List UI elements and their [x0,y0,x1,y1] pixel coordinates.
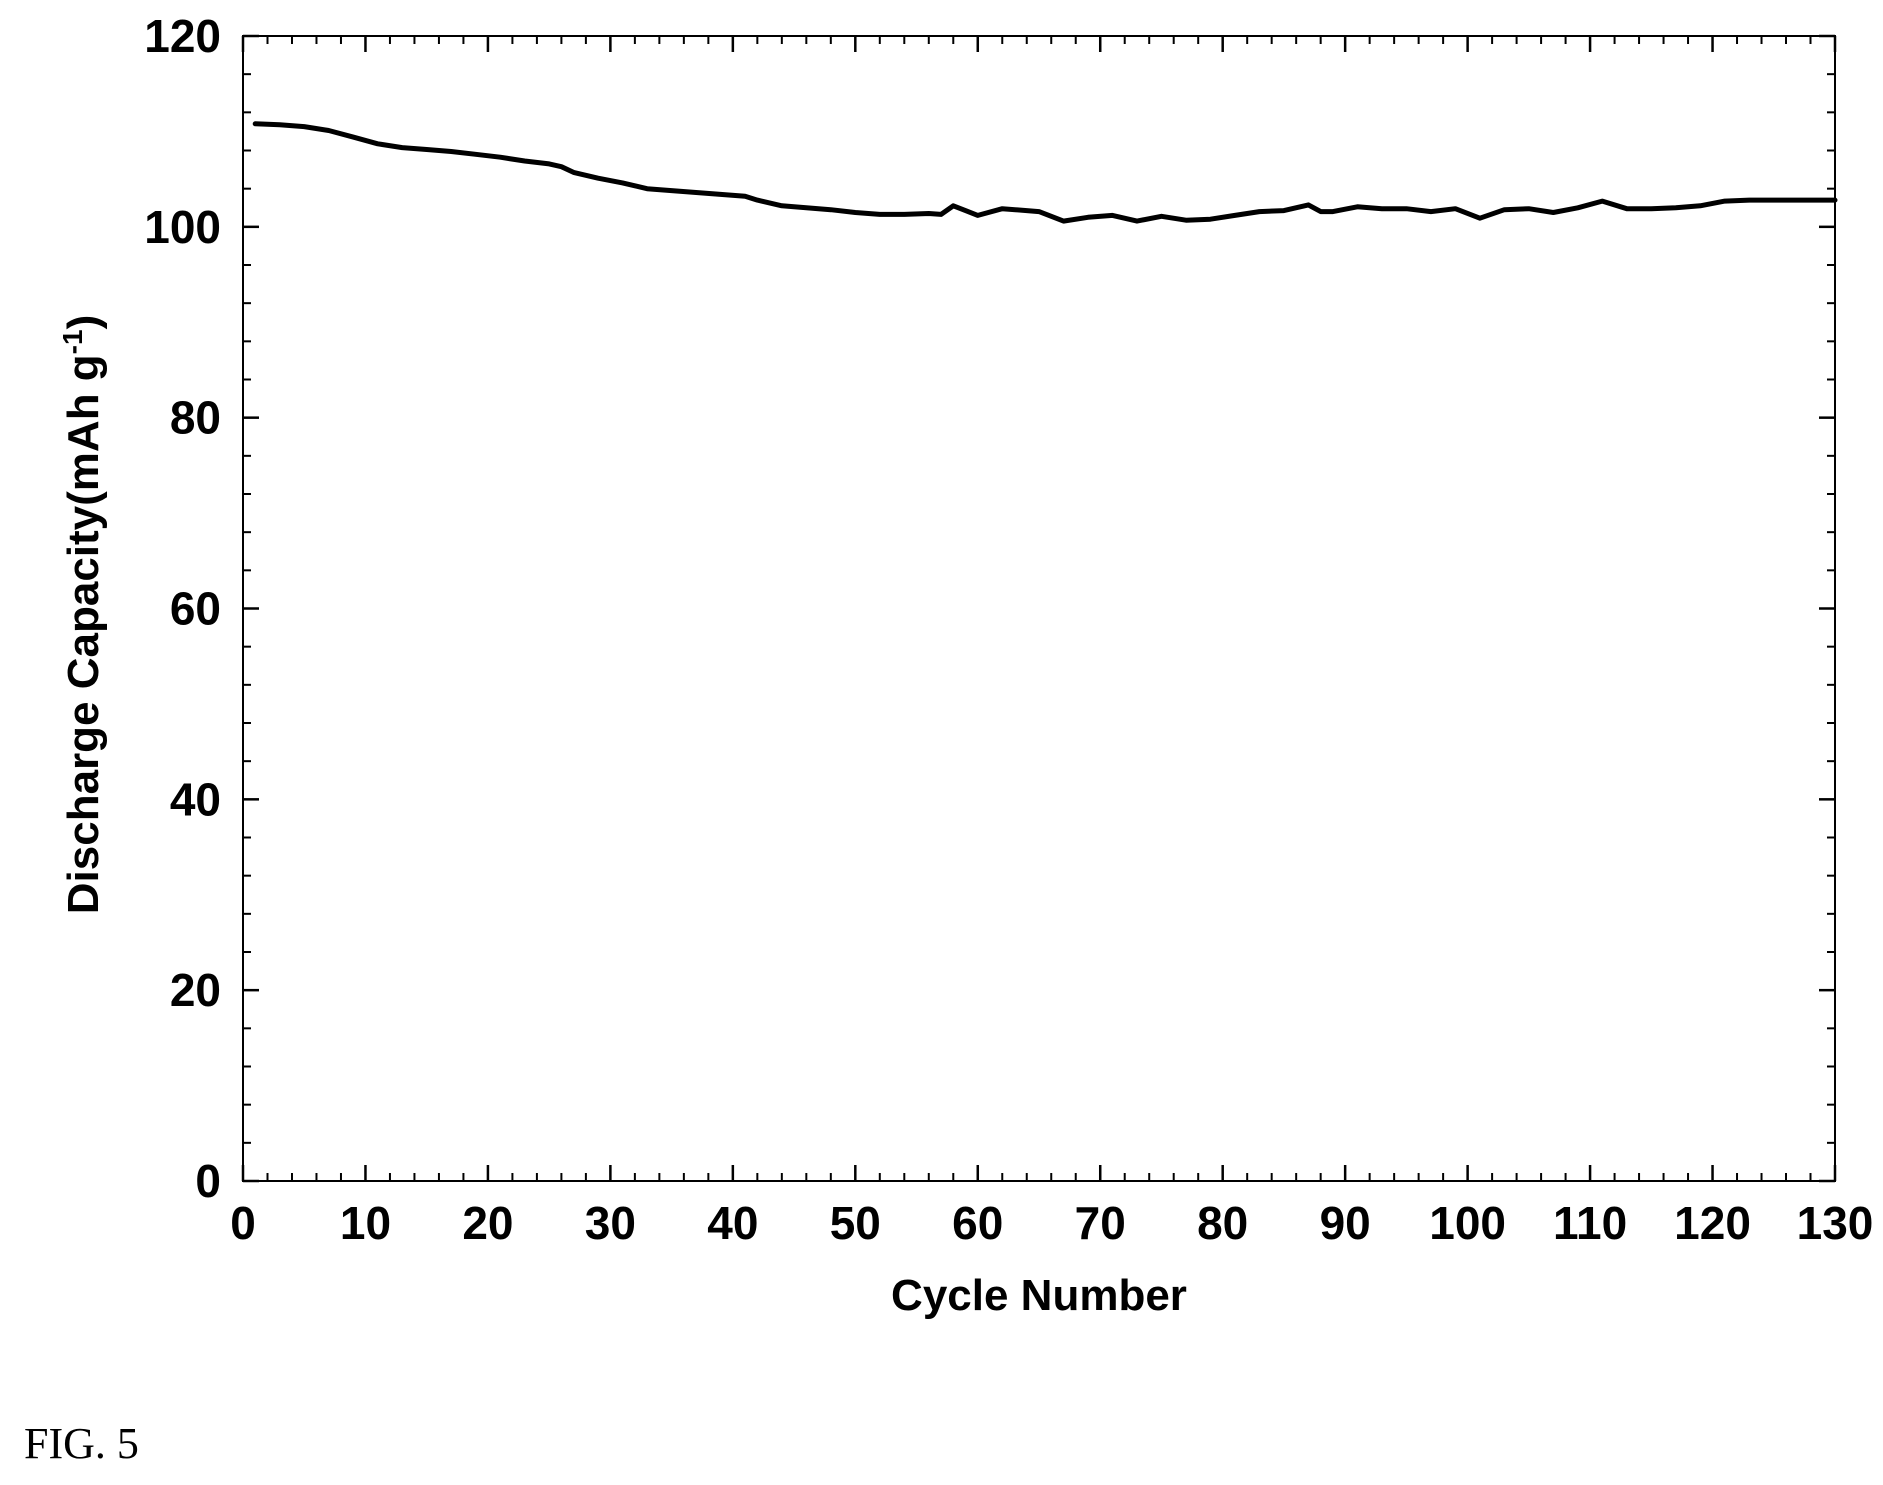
x-tick-label: 130 [1797,1197,1874,1249]
figure-caption: FIG. 5 [24,1419,139,1468]
x-tick-label: 0 [230,1197,256,1249]
minor-ticks [243,36,1835,1181]
x-tick-label: 20 [462,1197,513,1249]
y-axis-title-main: Discharge Capacity(mAh g [59,354,108,914]
x-tick-label: 70 [1075,1197,1126,1249]
x-tick-label: 90 [1320,1197,1371,1249]
major-ticks [241,34,1837,1183]
series-line-1 [252,121,1838,224]
y-tick-label: 120 [144,10,221,62]
x-tick-label: 80 [1197,1197,1248,1249]
y-tick-label: 60 [170,583,221,635]
x-tick-label: 100 [1429,1197,1506,1249]
x-tick-label: 60 [952,1197,1003,1249]
series-layer [252,121,1838,224]
y-tick-label: 80 [170,392,221,444]
y-tick-label: 20 [170,964,221,1016]
y-tick-labels: 0 20 40 60 80 100 120 [144,10,221,1207]
x-tick-label: 10 [340,1197,391,1249]
y-axis-title-superscript: -1 [57,329,88,354]
y-axis-title-close: ) [59,315,108,330]
x-tick-label: 50 [830,1197,881,1249]
x-tick-label: 110 [1553,1197,1627,1249]
x-tick-labels: 0 10 20 30 40 50 60 70 80 90 100 110 120 130 [230,1197,1873,1249]
y-tick-label: 100 [144,201,221,253]
y-axis-title: Discharge Capacity(mAh g-1) [57,315,108,915]
plot-frame [242,35,1836,1182]
y-tick-label: 40 [170,773,221,825]
x-tick-label: 120 [1674,1197,1751,1249]
x-axis-title: Cycle Number [891,1271,1187,1320]
x-tick-label: 40 [707,1197,758,1249]
x-tick-label: 30 [585,1197,636,1249]
y-tick-label: 0 [195,1155,221,1207]
